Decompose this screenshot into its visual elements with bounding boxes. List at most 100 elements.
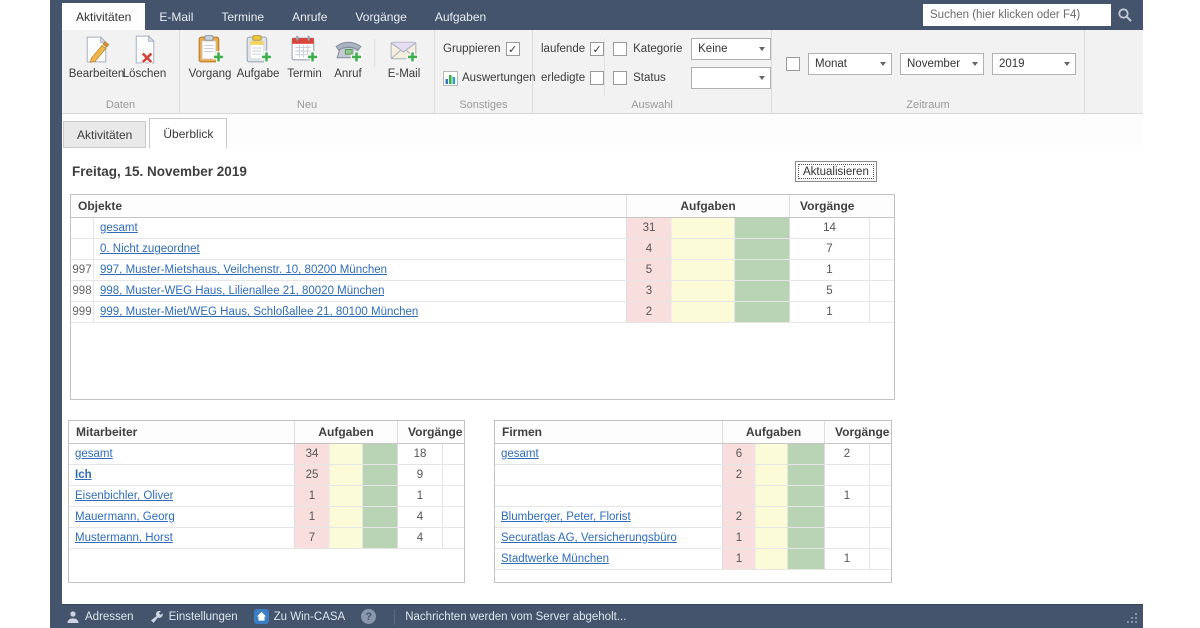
firmen-table: Firmen Aufgaben Vorgänge gesamt 6 2 2 (494, 420, 892, 583)
erledigte-checkbox[interactable] (590, 71, 604, 85)
termin-button[interactable]: Termin (282, 33, 327, 80)
tab-aktivitaeten[interactable]: Aktivitäten (62, 3, 145, 30)
vorgaenge-count: 18 (397, 444, 442, 464)
vorgaenge-count: 4 (397, 528, 442, 548)
vorgaenge-header: Vorgänge (397, 421, 464, 443)
ribbon-tab-bar: Aktivitäten E-Mail Termine Anrufe Vorgän… (50, 0, 1143, 30)
view-tab-aktivitaeten[interactable]: Aktivitäten (63, 121, 146, 148)
table-row: 1 (495, 486, 891, 507)
object-link[interactable]: 999, Muster-Miet/WEG Haus, Schloßallee 2… (100, 306, 418, 318)
aufgaben-count: 1 (294, 486, 329, 506)
refresh-button[interactable]: Aktualisieren (795, 161, 877, 182)
bearbeiten-button[interactable]: Bearbeiten (73, 33, 121, 80)
mitarbeiter-link[interactable]: gesamt (75, 448, 113, 460)
email-button[interactable]: E-Mail (380, 33, 428, 80)
loeschen-button[interactable]: Löschen (121, 33, 169, 80)
group-label-daten: Daten (62, 99, 179, 111)
table-header: Firmen Aufgaben Vorgänge (495, 421, 891, 444)
vorgaenge-count: 9 (397, 465, 442, 485)
status-checkbox[interactable] (613, 71, 627, 85)
period-dropdown[interactable]: Monat (808, 53, 892, 75)
group-label-sonstiges: Sonstiges (435, 99, 532, 111)
aufgaben-count: 2 (722, 465, 755, 485)
search-input[interactable] (923, 4, 1111, 26)
aufgaben-count: 2 (722, 507, 755, 527)
table-header: Objekte Aufgaben Vorgänge (71, 195, 894, 218)
firma-link[interactable]: Stadtwerke München (501, 553, 609, 565)
vorgaenge-count: 1 (397, 486, 442, 506)
einstellungen-button[interactable]: Einstellungen (150, 610, 238, 624)
edit-page-icon (80, 33, 113, 66)
auswertungen-button[interactable]: Auswertungen (443, 67, 532, 89)
month-dropdown[interactable]: November (900, 53, 984, 75)
status-dropdown[interactable] (691, 67, 771, 89)
tab-email[interactable]: E-Mail (145, 3, 207, 30)
zu-wincasa-button[interactable]: Zu Win-CASA (254, 609, 346, 624)
firma-link[interactable]: gesamt (501, 448, 539, 460)
object-link[interactable]: 0. Nicht zugeordnet (100, 243, 200, 255)
aufgaben-count: 34 (294, 444, 329, 464)
vorgaenge-count: 1 (789, 302, 869, 322)
year-dropdown[interactable]: 2019 (992, 53, 1076, 75)
aufgaben-count: 1 (722, 528, 755, 548)
kategorie-checkbox[interactable] (613, 42, 627, 56)
object-link[interactable]: gesamt (100, 222, 138, 234)
aufgaben-header: Aufgaben (294, 421, 397, 443)
bar-chart-icon (443, 71, 458, 86)
kategorie-dropdown[interactable]: Keine (691, 38, 771, 60)
object-link[interactable]: 997, Muster-Mietshaus, Veilchenstr. 10, … (100, 264, 387, 276)
laufende-checkbox[interactable]: ✓ (590, 42, 604, 56)
vorgaenge-header: Vorgänge (789, 195, 894, 217)
wrench-icon (150, 610, 164, 624)
kategorie-filter: Kategorie Keine (613, 38, 771, 60)
win-casa-window: Aktivitäten E-Mail Termine Anrufe Vorgän… (50, 0, 1143, 628)
aufgaben-count: 4 (626, 239, 671, 259)
tab-vorgaenge[interactable]: Vorgänge (341, 3, 420, 30)
objekte-table: Objekte Aufgaben Vorgänge gesamt 31 14 0… (70, 194, 895, 400)
object-link[interactable]: 998, Muster-WEG Haus, Lilienallee 21, 80… (100, 285, 384, 297)
aufgaben-count: 3 (626, 281, 671, 301)
envelope-add-icon (388, 33, 421, 66)
view-tab-ueberblick[interactable]: Überblick (149, 118, 227, 149)
mitarbeiter-link[interactable]: Ich (75, 469, 92, 481)
tab-aufgaben[interactable]: Aufgaben (421, 3, 500, 30)
search-icon[interactable] (1111, 4, 1139, 26)
table-row: 999 999, Muster-Miet/WEG Haus, Schloßall… (71, 302, 894, 323)
mitarbeiter-link[interactable]: Mustermann, Horst (75, 532, 173, 544)
tab-termine[interactable]: Termine (207, 3, 278, 30)
aufgabe-button[interactable]: Aufgabe (234, 33, 282, 80)
help-button[interactable]: ? (361, 609, 376, 624)
tab-anrufe[interactable]: Anrufe (278, 3, 341, 30)
adressen-button[interactable]: Adressen (66, 610, 134, 624)
anruf-button[interactable]: Anruf (327, 33, 369, 80)
vorgaenge-header: Vorgänge (824, 421, 891, 443)
statusbar-separator (394, 609, 395, 625)
zeitraum-controls: Monat November 2019 (786, 53, 1084, 75)
house-icon (254, 609, 269, 624)
table-row: gesamt 31 14 (71, 218, 894, 239)
vorgaenge-count: 14 (789, 218, 869, 238)
mitarbeiter-link[interactable]: Eisenbichler, Oliver (75, 490, 173, 502)
mitarbeiter-link[interactable]: Mauermann, Georg (75, 511, 175, 523)
gruppieren-option: Gruppieren ✓ (443, 38, 532, 60)
aufgaben-count: 6 (722, 444, 755, 464)
statusbar-message: Nachrichten werden vom Server abgeholt..… (405, 611, 626, 623)
resize-grip[interactable] (1135, 621, 1137, 623)
laufende-option: laufende ✓ (541, 38, 604, 60)
aufgaben-count: 31 (626, 218, 671, 238)
group-label-neu: Neu (180, 99, 434, 111)
aufgaben-count: 1 (722, 549, 755, 569)
vorgaenge-count: 5 (789, 281, 869, 301)
zeitraum-checkbox[interactable] (786, 57, 800, 71)
firma-link[interactable]: Securatlas AG, Versicherungsbüro (501, 532, 677, 544)
firma-link[interactable]: Blumberger, Peter, Florist (501, 511, 631, 523)
ribbon-group-sonstiges: Gruppieren ✓ Auswertungen Sonstiges (435, 30, 533, 113)
aufgaben-count (722, 486, 755, 506)
table-row: Securatlas AG, Versicherungsbüro 1 (495, 528, 891, 549)
vorgang-button[interactable]: Vorgang (186, 33, 234, 80)
status-filter: Status (613, 67, 771, 89)
task-add-icon (242, 33, 275, 66)
vorgaenge-count: 1 (824, 486, 869, 506)
gruppieren-checkbox[interactable]: ✓ (506, 42, 520, 56)
aufgaben-count: 5 (626, 260, 671, 280)
